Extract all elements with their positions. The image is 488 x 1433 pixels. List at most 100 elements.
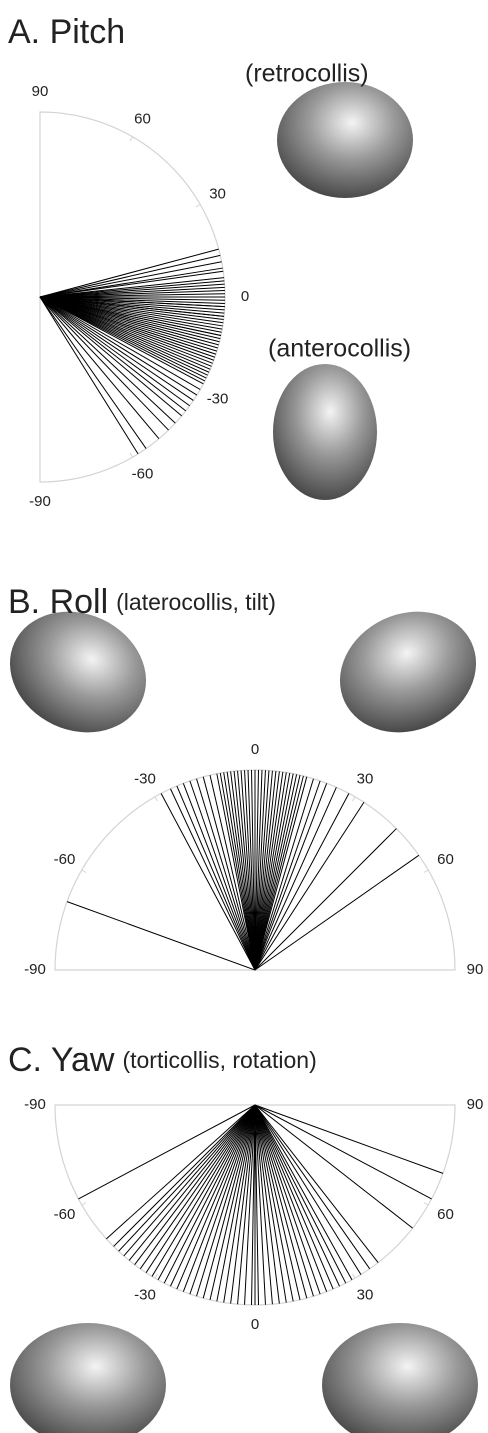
tick-label: 60 [437, 851, 454, 868]
tick-label: -90 [24, 1096, 46, 1113]
angle-line [209, 775, 256, 971]
angle-line [230, 1104, 256, 1304]
angle-line [39, 296, 222, 336]
angle-line [254, 1104, 273, 1305]
angle-line [254, 1104, 413, 1229]
angle-line [254, 770, 266, 971]
angle-line [39, 296, 221, 340]
angle-line [254, 1104, 444, 1174]
angle-line [254, 1104, 287, 1303]
angle-line [254, 1104, 347, 1284]
angle-line [163, 1104, 256, 1284]
tick-label: -60 [132, 466, 154, 483]
angle-line [247, 770, 256, 971]
tick-mark [81, 1202, 87, 1206]
angle-line [39, 296, 219, 346]
angle-line [39, 283, 225, 298]
panel-title: A. Pitch [8, 13, 125, 51]
angle-line [39, 296, 210, 373]
tick-mark [154, 796, 158, 802]
angle-line [176, 1104, 256, 1290]
angle-line [39, 290, 225, 298]
angle-line [39, 296, 204, 385]
angle-line [216, 773, 256, 971]
tick-label: 90 [467, 1096, 484, 1113]
angle-line [202, 776, 256, 971]
angle-line [39, 296, 212, 367]
tick-mark [423, 1202, 429, 1206]
angle-line [39, 296, 217, 355]
angle-line [39, 296, 183, 417]
head-icon [9, 611, 147, 733]
tick-label: 60 [134, 110, 151, 127]
annotation: (retrocollis) [245, 60, 369, 88]
angle-line [254, 828, 397, 971]
angle-line [254, 1104, 340, 1287]
tick-label: 30 [357, 1286, 374, 1303]
angle-line [254, 1104, 294, 1302]
tick-label: 30 [357, 770, 374, 787]
angle-line [196, 778, 256, 971]
tick-mark [423, 869, 429, 873]
angle-line [254, 1104, 259, 1305]
angle-line [196, 1104, 256, 1297]
angle-line [145, 1104, 256, 1274]
angle-line [118, 1104, 256, 1252]
angle-line [39, 296, 225, 311]
angle-line [244, 1104, 256, 1305]
panel-title-main: C. Yaw [8, 1041, 115, 1079]
angle-line [39, 267, 223, 298]
angle-line [39, 296, 225, 317]
angle-line [39, 277, 225, 298]
angle-line [39, 296, 169, 431]
angle-line [176, 785, 256, 971]
angle-line [39, 296, 208, 376]
angle-line [202, 1104, 256, 1299]
head-icon [10, 1323, 166, 1433]
angle-line [254, 778, 314, 971]
angle-line [226, 771, 256, 971]
head-icon [339, 611, 477, 733]
angle-line [39, 296, 225, 301]
angle-line [39, 293, 225, 298]
angle-line [39, 296, 160, 440]
tick-label: 0 [251, 1316, 259, 1333]
angle-line [244, 770, 256, 971]
tick-label: -90 [29, 493, 51, 510]
angle-line [39, 296, 225, 314]
angle-line [240, 770, 256, 971]
head-icon [322, 1323, 478, 1433]
angle-line [254, 1104, 308, 1299]
angle-line [254, 1104, 328, 1292]
angle-line [254, 1104, 266, 1305]
angle-line [209, 1104, 256, 1300]
angle-line [170, 1104, 256, 1287]
tick-label: 0 [241, 288, 249, 305]
angle-line [39, 248, 219, 298]
angle-line [254, 774, 298, 971]
angle-line [254, 1104, 314, 1297]
angle-line [254, 770, 270, 971]
panel-subtitle: (laterocollis, tilt) [116, 589, 276, 615]
angle-line [254, 780, 321, 971]
angle-line [170, 788, 256, 971]
angle-line [254, 1104, 379, 1263]
angle-line [254, 1104, 371, 1270]
angle-line [254, 770, 273, 971]
angle-line [39, 296, 211, 370]
angle-line [123, 1104, 256, 1257]
angle-line [182, 783, 256, 971]
angle-line [254, 772, 287, 971]
tick-label: -30 [207, 390, 229, 407]
angle-line [113, 1104, 256, 1247]
tick-label: -90 [24, 961, 46, 978]
angle-line [151, 1104, 256, 1277]
tick-label: 0 [251, 741, 259, 758]
tick-mark [81, 869, 87, 873]
angle-line [39, 296, 201, 390]
angle-line [223, 1104, 256, 1303]
angle-line [254, 770, 259, 971]
head-icon [273, 364, 377, 500]
angle-line [39, 254, 221, 298]
angle-line [237, 1104, 256, 1305]
